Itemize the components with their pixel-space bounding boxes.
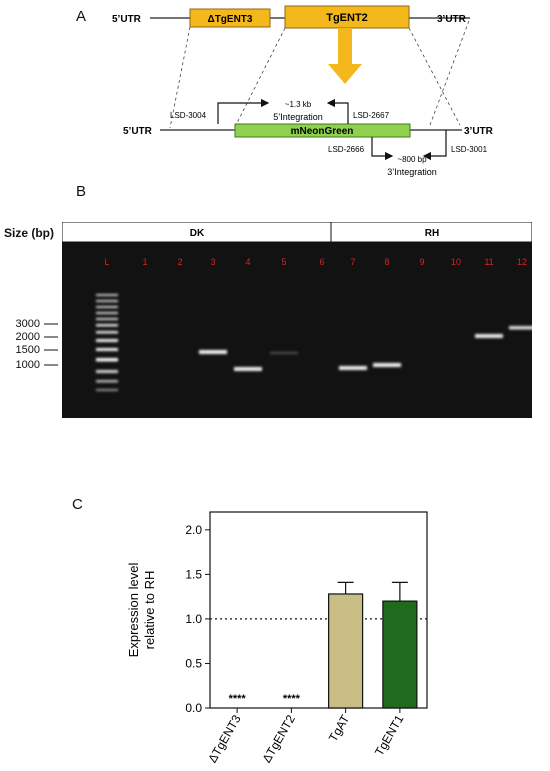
gel-panel: DK RH L 1 2 3 4 5 6 7 8 9 10 11 12 <box>61 221 537 418</box>
primer-lsd2667-arrow <box>326 98 349 124</box>
y-axis-label: Expression levelrelative to RH <box>126 563 157 658</box>
bottom-3utr-label: 3’UTR <box>464 126 494 137</box>
size-5-label: ~1.3 kb <box>285 100 312 109</box>
band-lane-3 <box>199 350 227 354</box>
size-3-label: ~800 bp <box>397 155 427 164</box>
bar-3 <box>382 600 418 709</box>
gel-background <box>62 242 532 418</box>
bar-2 <box>328 593 364 709</box>
y-tick-label-1: 0.5 <box>185 656 202 670</box>
lane-label-4: 4 <box>245 257 250 267</box>
gel-image: DK RH L 1 2 3 4 5 6 7 8 9 10 11 12 <box>61 221 537 418</box>
lane-label-1: 1 <box>142 257 147 267</box>
mneongreen-label: mNeonGreen <box>291 126 354 137</box>
primer-lsd3001-label: LSD-3001 <box>451 145 488 154</box>
y-axis-label-line2: relative to RH <box>142 571 157 650</box>
panel-b-letter: B <box>76 183 87 200</box>
x-tick-label-3: TgENT1 <box>372 712 407 758</box>
gene-box-tgent3 <box>189 8 271 28</box>
band-lane-5 <box>270 352 298 354</box>
y-tick-label-3: 1.5 <box>185 567 202 581</box>
primer-lsd2666-arrow <box>371 137 394 161</box>
lane-label-12: 12 <box>517 257 527 267</box>
lane-label-l: L <box>104 257 109 267</box>
size-axis-header: Size (bp) <box>4 226 54 240</box>
lane-label-11: 11 <box>484 257 493 267</box>
panel-a-diagram: 5’UTR 3’UTR ΔTgENT3 TgENT2 5’UTR 3’UTR m… <box>112 5 494 177</box>
label-3-integration: 3’Integration <box>387 167 437 177</box>
lane-label-9: 9 <box>419 257 424 267</box>
primer-lsd3004-label: LSD-3004 <box>170 111 207 120</box>
ladder-mark-3000: 3000 <box>15 318 40 330</box>
primer-lsd3001-arrow <box>422 130 447 161</box>
ladder-mark-2000: 2000 <box>15 331 40 343</box>
panel-a-letter: A <box>76 8 87 25</box>
lane-label-5: 5 <box>281 257 286 267</box>
ladder-tick-marks <box>44 323 58 366</box>
band-lane-4 <box>234 367 262 371</box>
significance-1: **** <box>283 693 301 705</box>
x-tick-label-2: TgAT <box>326 712 353 744</box>
band-lane-11 <box>475 334 503 338</box>
lane-label-7: 7 <box>350 257 355 267</box>
top-5utr-label: 5’UTR <box>112 14 142 25</box>
primer-lsd3004-arrow <box>217 98 270 124</box>
group-rh-label: RH <box>425 228 439 239</box>
band-lane-12 <box>509 326 537 330</box>
label-5-integration: 5’Integration <box>273 112 323 122</box>
ladder-lane <box>96 294 118 391</box>
ladder-mark-1000: 1000 <box>15 359 40 371</box>
mneongreen-box <box>234 123 411 138</box>
gene-label-tgent2: TgENT2 <box>326 12 368 24</box>
x-tick-label-1: ΔTgENT2 <box>259 712 298 765</box>
primer-lsd2667-label: LSD-2667 <box>353 111 390 120</box>
significance-0: **** <box>229 693 247 705</box>
bottom-5utr-label: 5’UTR <box>123 126 153 137</box>
group-dk-label: DK <box>190 228 205 239</box>
lane-label-10: 10 <box>451 257 461 267</box>
y-tick-label-2: 1.0 <box>185 612 202 626</box>
y-tick-label-0: 0.0 <box>185 701 202 715</box>
top-3utr-label: 3’UTR <box>437 14 467 25</box>
y-tick-label-4: 2.0 <box>185 523 202 537</box>
lane-label-8: 8 <box>384 257 389 267</box>
band-lane-8 <box>373 363 401 367</box>
expression-bar-chart: 0.0 0.5 1.0 1.5 2.0 Expression levelrelative … <box>126 511 428 765</box>
gene-label-tgent3: ΔTgENT3 <box>208 14 253 25</box>
lane-label-3: 3 <box>210 257 215 267</box>
panel-c-letter: C <box>72 496 83 513</box>
x-tick-label-0: ΔTgENT3 <box>205 712 244 765</box>
lane-label-2: 2 <box>177 257 182 267</box>
lane-label-6: 6 <box>319 257 324 267</box>
replacement-arrow <box>328 28 362 84</box>
primer-lsd2666-label: LSD-2666 <box>328 145 365 154</box>
y-axis-label-line1: Expression level <box>126 563 141 658</box>
band-lane-7 <box>339 366 367 370</box>
ladder-mark-1500: 1500 <box>15 344 40 356</box>
plot-frame <box>209 511 428 709</box>
